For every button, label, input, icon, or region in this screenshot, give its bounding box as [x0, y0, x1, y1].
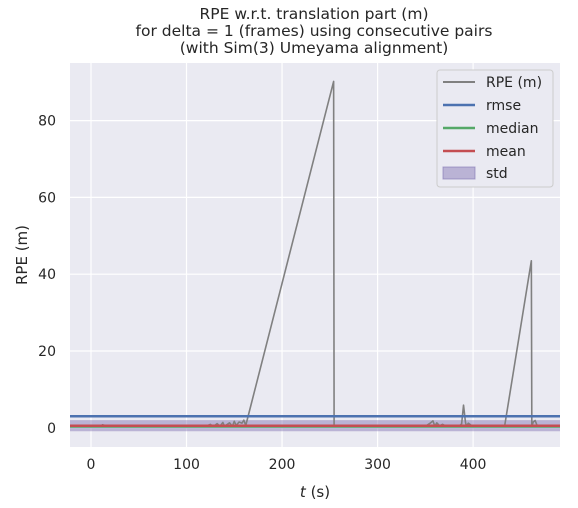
x-tick-label-300: 300	[364, 457, 391, 473]
x-tick-label-200: 200	[269, 457, 296, 473]
chart-title-line-1: RPE w.r.t. translation part (m)	[199, 5, 428, 23]
legend-label-rmse: rmse	[486, 98, 521, 114]
x-tick-labels: 0 100 200 300 400	[87, 457, 487, 473]
x-axis-label: t (s)	[300, 483, 330, 501]
x-tick-label-0: 0	[87, 457, 96, 473]
legend-label-std: std	[486, 166, 508, 182]
y-tick-labels: 0 20 40 60 80	[38, 114, 56, 437]
x-tick-label-400: 400	[460, 457, 487, 473]
chart-title-line-3: (with Sim(3) Umeyama alignment)	[180, 39, 449, 57]
y-tick-label-20: 20	[38, 344, 56, 360]
chart-title-line-2: for delta = 1 (frames) using consecutive…	[136, 22, 493, 40]
legend-label-rpe: RPE (m)	[486, 75, 542, 91]
legend-swatch-std	[443, 167, 475, 179]
legend-label-median: median	[486, 121, 538, 137]
y-axis-label: RPE (m)	[13, 225, 31, 285]
y-tick-label-40: 40	[38, 267, 56, 283]
legend-label-mean: mean	[486, 144, 526, 160]
legend: RPE (m) rmse median mean std	[437, 70, 553, 187]
y-tick-label-0: 0	[47, 421, 56, 437]
chart-title: RPE w.r.t. translation part (m) for delt…	[136, 5, 493, 57]
y-tick-label-60: 60	[38, 190, 56, 206]
x-tick-label-100: 100	[173, 457, 200, 473]
y-tick-label-80: 80	[38, 114, 56, 130]
